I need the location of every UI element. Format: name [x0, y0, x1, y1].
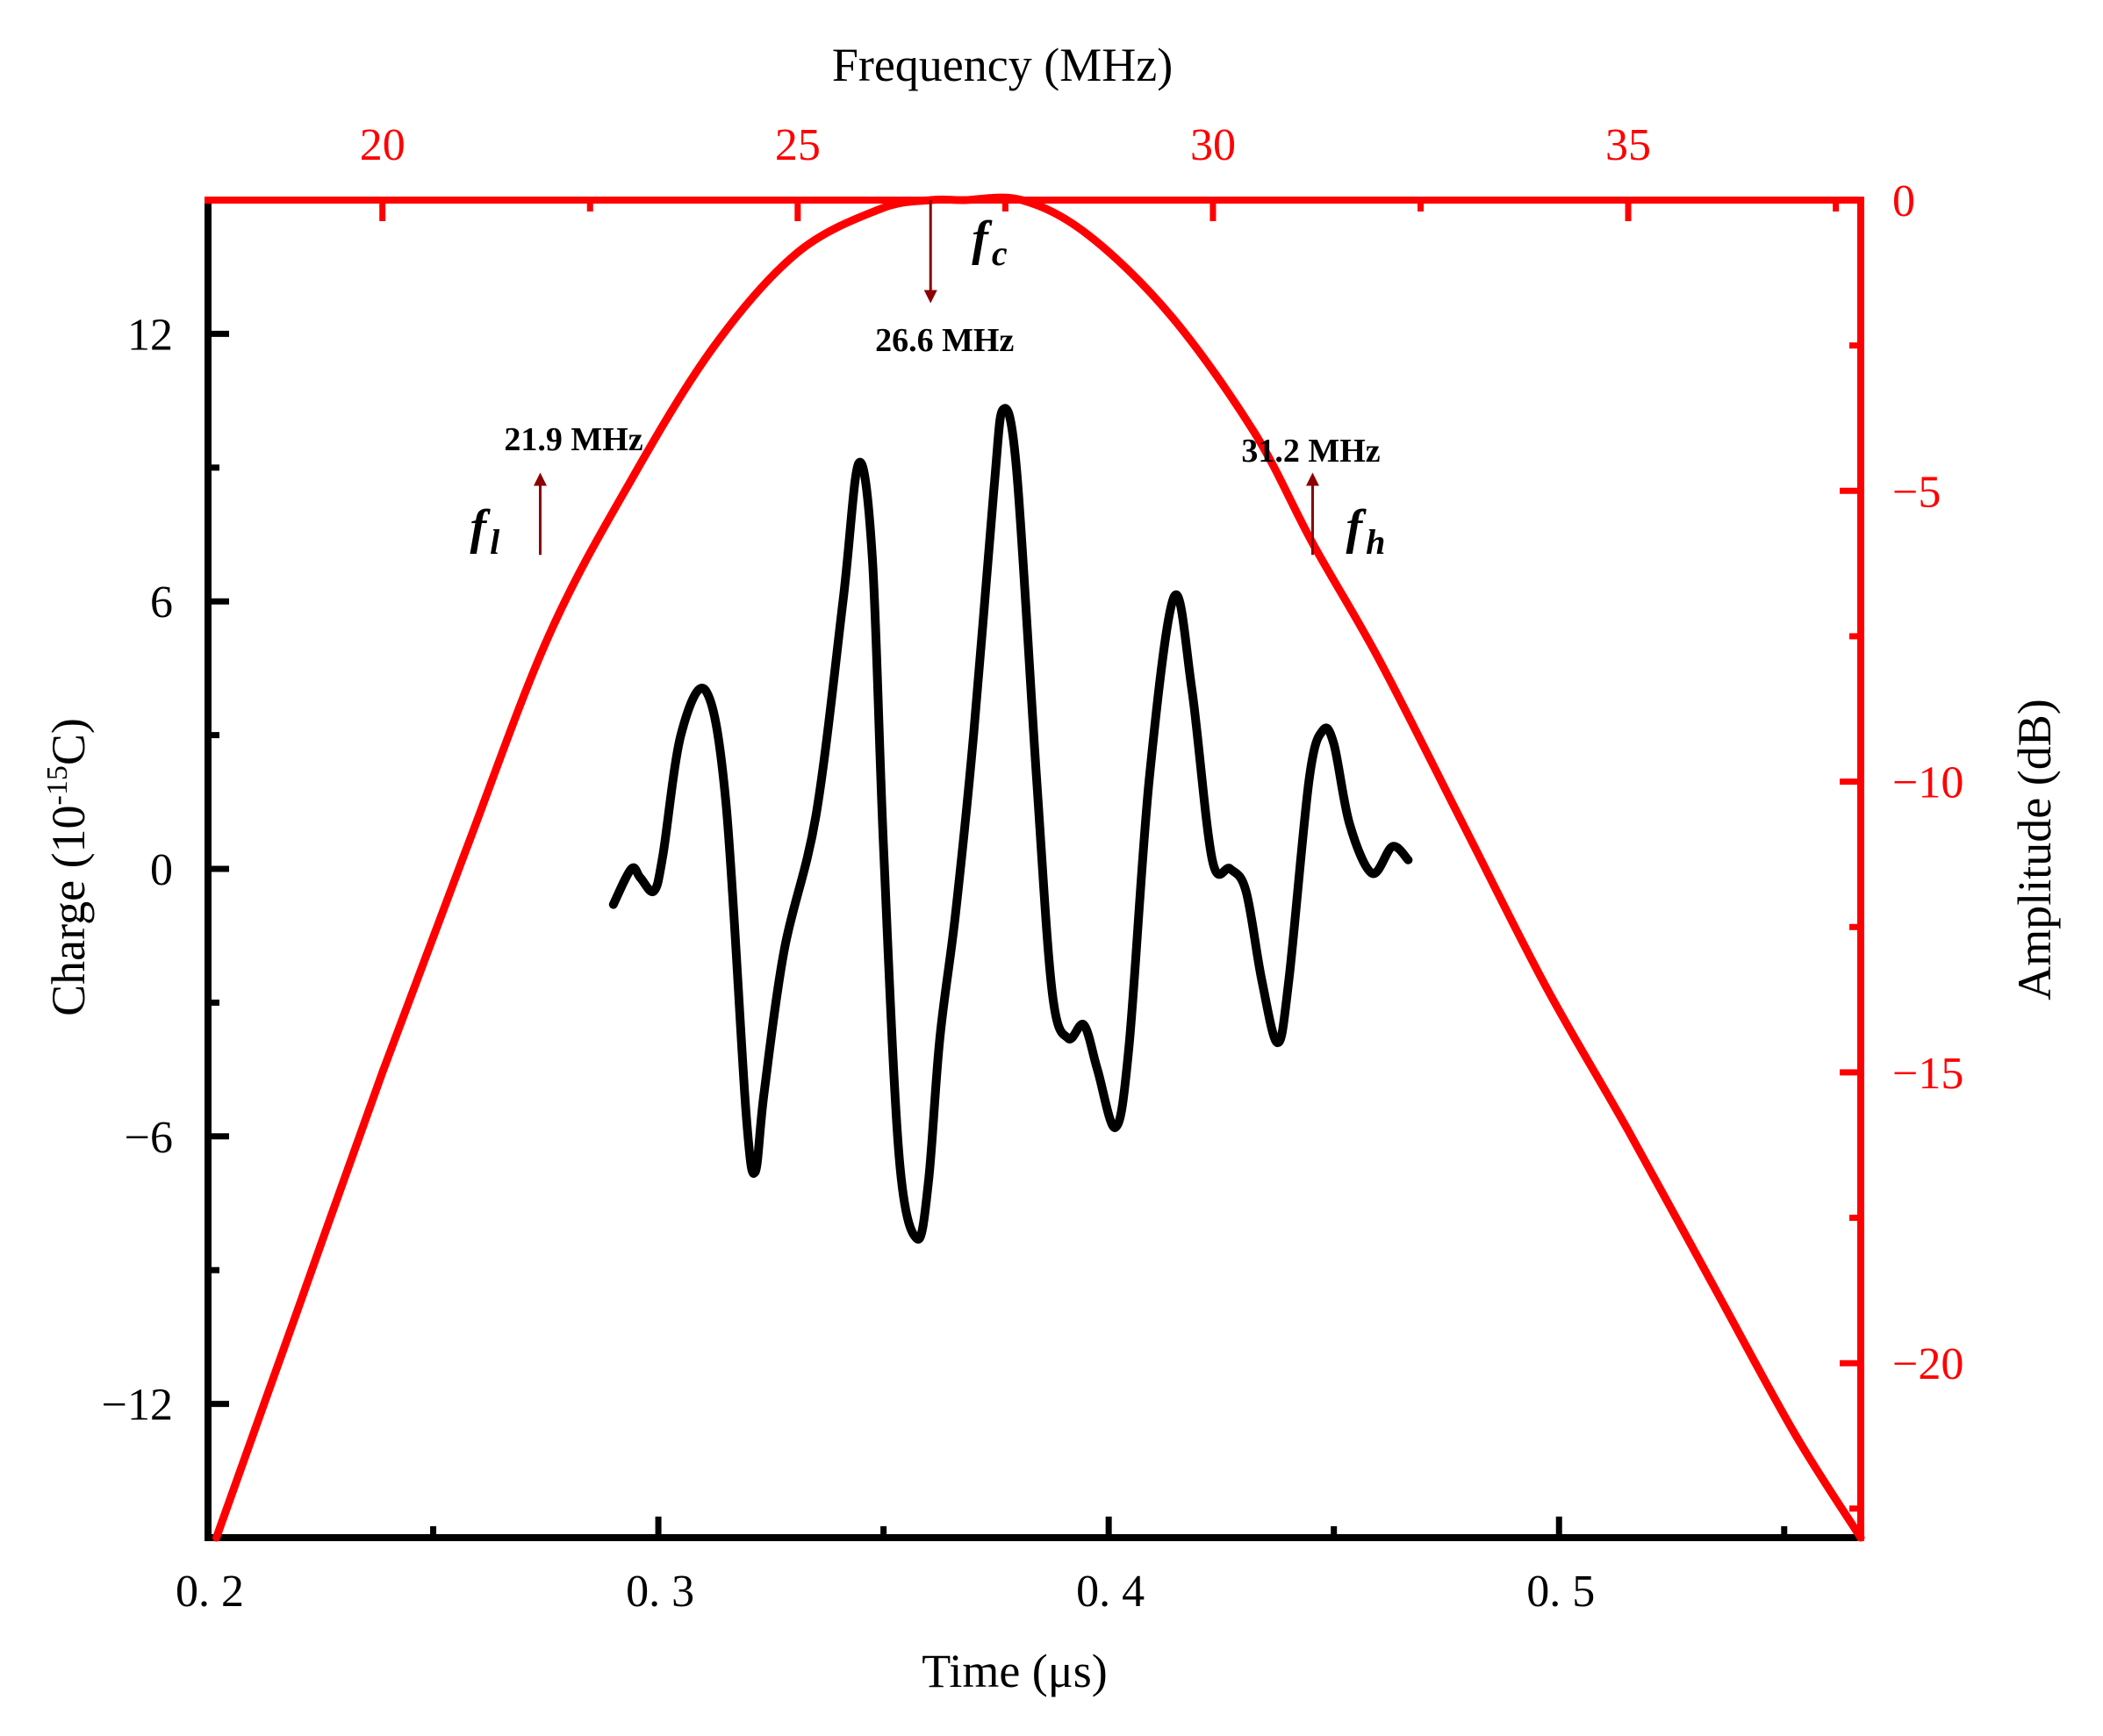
bottom-tick-label: 0. 5: [1526, 1567, 1595, 1617]
left-axis-title-sup: -15: [41, 765, 74, 805]
left-axis-title-main: Charge (10: [42, 805, 95, 1015]
left-tick-label: 12: [127, 310, 173, 360]
charge-waveform-line: [608, 404, 1413, 1244]
right-axis-title: Amplitude (dB): [2008, 699, 2061, 1000]
right-tick-label: −20: [1892, 1339, 1963, 1389]
annotation-fc: f c 26.6 MHz: [875, 200, 1014, 359]
series-layer: [212, 193, 1865, 1542]
left-tick-label: 6: [150, 577, 173, 628]
top-axis-ticks: 20 25 30 35: [360, 120, 1840, 221]
annotation-value-label: 31.2 MHz: [1241, 433, 1380, 470]
bottom-tick-label: 0. 4: [1076, 1567, 1145, 1617]
right-tick-label: −10: [1892, 758, 1963, 808]
top-tick-label: 30: [1190, 120, 1236, 170]
bottom-tick-label: 0. 2: [176, 1567, 244, 1617]
top-axis-title: Frequency (MHz): [832, 39, 1173, 91]
right-tick-label: 0: [1892, 176, 1915, 226]
annotation-layer: f c 26.6 MHz f l 21.9 MHz f h 31.2 MHz: [470, 200, 1385, 562]
amplitude-spectrum-line: [212, 193, 1865, 1542]
left-tick-label: −12: [102, 1381, 173, 1431]
top-tick-label: 20: [360, 120, 406, 170]
annotation-fl: f l 21.9 MHz: [470, 421, 642, 562]
left-axis-title: Charge (10-15C): [41, 718, 95, 1016]
right-axis-ticks: 0 −5 −10 −15 −20: [1840, 176, 1963, 1512]
right-tick-label: −5: [1892, 467, 1941, 517]
left-tick-label: 0: [150, 845, 173, 895]
left-axis-ticks: −12 −6 0 6 12: [102, 310, 229, 1431]
top-tick-label: 25: [775, 120, 821, 170]
left-axis-title-end: C): [42, 718, 95, 765]
bottom-tick-label: 0. 3: [626, 1567, 694, 1617]
right-tick-label: −15: [1892, 1049, 1963, 1099]
annotation-value-label: 21.9 MHz: [504, 421, 642, 458]
annotation-fh: f h 31.2 MHz: [1241, 433, 1385, 562]
left-tick-label: −6: [125, 1113, 173, 1163]
bottom-axis-title: Time (μs): [922, 1645, 1108, 1697]
top-tick-label: 35: [1605, 120, 1651, 170]
annotation-value-label: 26.6 MHz: [875, 322, 1014, 359]
bottom-axis-ticks: 0. 2 0. 3 0. 4 0. 5: [176, 1517, 1788, 1617]
